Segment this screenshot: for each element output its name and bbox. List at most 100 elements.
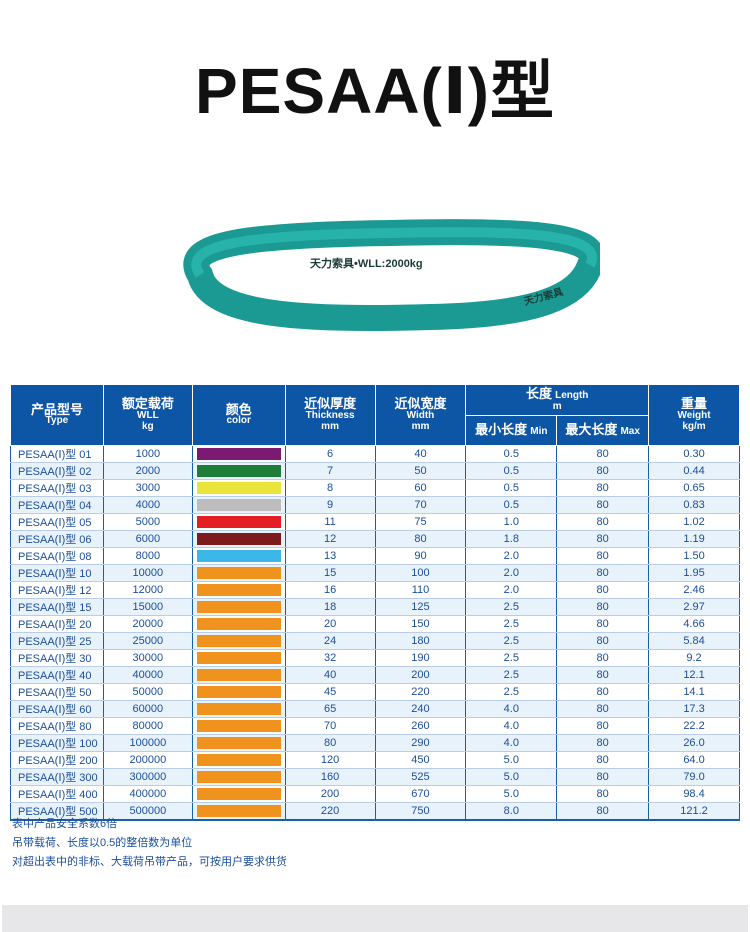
table-row: PESAA(Ⅰ)型 08 8000 13 90 2.0 80 1.50 <box>10 547 740 565</box>
table-row: PESAA(Ⅰ)型 500 500000 220 750 8.0 80 121.2 <box>10 802 740 821</box>
cell-thickness: 80 <box>284 734 376 752</box>
cell-min: 2.5 <box>465 683 558 701</box>
cell-width: 60 <box>374 479 467 497</box>
cell-max: 80 <box>556 683 650 701</box>
cell-min: 2.0 <box>465 564 558 582</box>
cell-weight: 79.0 <box>648 768 740 786</box>
cell-min: 4.0 <box>465 734 558 752</box>
cell-max: 80 <box>556 632 650 650</box>
cell-weight: 0.44 <box>648 462 740 480</box>
cell-weight: 14.1 <box>648 683 740 701</box>
cell-type: PESAA(Ⅰ)型 05 <box>10 513 104 531</box>
cell-wll: 6000 <box>102 530 193 548</box>
table-row: PESAA(Ⅰ)型 40 40000 40 200 2.5 80 12.1 <box>10 666 740 684</box>
cell-max: 80 <box>556 649 650 667</box>
cell-width: 80 <box>374 530 467 548</box>
table-row: PESAA(Ⅰ)型 06 6000 12 80 1.8 80 1.19 <box>10 530 740 548</box>
cell-width: 75 <box>374 513 467 531</box>
color-swatch <box>196 787 281 800</box>
cell-width: 290 <box>374 734 467 752</box>
cell-type: PESAA(Ⅰ)型 01 <box>10 445 104 463</box>
cell-wll: 15000 <box>102 598 193 616</box>
color-swatch <box>196 464 281 477</box>
cell-color <box>191 564 286 582</box>
cell-width: 200 <box>374 666 467 684</box>
color-swatch <box>196 549 281 562</box>
table-row: PESAA(Ⅰ)型 02 2000 7 50 0.5 80 0.44 <box>10 462 740 480</box>
cell-wll: 100000 <box>102 734 193 752</box>
color-swatch <box>196 532 281 545</box>
cell-thickness: 220 <box>284 802 376 821</box>
cell-min: 2.0 <box>465 547 558 565</box>
cell-thickness: 70 <box>284 717 376 735</box>
note: 表中产品安全系数6倍 <box>12 818 118 830</box>
cell-min: 4.0 <box>465 700 558 718</box>
header-min-length: 最小长度 Min <box>465 415 558 446</box>
cell-wll: 8000 <box>102 547 193 565</box>
color-swatch <box>196 634 281 647</box>
cell-type: PESAA(Ⅰ)型 06 <box>10 530 104 548</box>
cell-max: 80 <box>556 751 650 769</box>
table-row: PESAA(Ⅰ)型 05 5000 11 75 1.0 80 1.02 <box>10 513 740 531</box>
cell-wll: 200000 <box>102 751 193 769</box>
color-swatch <box>196 498 281 511</box>
color-swatch <box>196 447 281 460</box>
cell-max: 80 <box>556 666 650 684</box>
cell-min: 5.0 <box>465 785 558 803</box>
cell-weight: 2.97 <box>648 598 740 616</box>
cell-min: 2.5 <box>465 632 558 650</box>
cell-wll: 300000 <box>102 768 193 786</box>
cell-max: 80 <box>556 462 650 480</box>
cell-min: 0.5 <box>465 462 558 480</box>
cell-thickness: 11 <box>284 513 376 531</box>
header-width: 近似宽度 Width mm <box>374 385 467 446</box>
cell-thickness: 9 <box>284 496 376 514</box>
cell-wll: 50000 <box>102 683 193 701</box>
cell-wll: 5000 <box>102 513 193 531</box>
cell-thickness: 20 <box>284 615 376 633</box>
cell-thickness: 13 <box>284 547 376 565</box>
cell-width: 110 <box>374 581 467 599</box>
cell-type: PESAA(Ⅰ)型 12 <box>10 581 104 599</box>
cell-min: 2.5 <box>465 615 558 633</box>
header-weight: 重量 Weight kg/m <box>648 385 740 446</box>
cell-wll: 10000 <box>102 564 193 582</box>
cell-thickness: 18 <box>284 598 376 616</box>
cell-thickness: 24 <box>284 632 376 650</box>
color-swatch <box>196 804 281 817</box>
cell-weight: 26.0 <box>648 734 740 752</box>
color-swatch <box>196 736 281 749</box>
cell-weight: 12.1 <box>648 666 740 684</box>
cell-width: 190 <box>374 649 467 667</box>
table-row: PESAA(Ⅰ)型 80 80000 70 260 4.0 80 22.2 <box>10 717 740 735</box>
cell-color <box>191 581 286 599</box>
color-swatch <box>196 651 281 664</box>
cell-max: 80 <box>556 564 650 582</box>
table-row: PESAA(Ⅰ)型 200 200000 120 450 5.0 80 64.0 <box>10 751 740 769</box>
table-row: PESAA(Ⅰ)型 12 12000 16 110 2.0 80 2.46 <box>10 581 740 599</box>
cell-type: PESAA(Ⅰ)型 60 <box>10 700 104 718</box>
cell-wll: 1000 <box>102 445 193 463</box>
cell-wll: 80000 <box>102 717 193 735</box>
cell-type: PESAA(Ⅰ)型 15 <box>10 598 104 616</box>
cell-width: 260 <box>374 717 467 735</box>
cell-min: 2.5 <box>465 649 558 667</box>
table-row: PESAA(Ⅰ)型 01 1000 6 40 0.5 80 0.30 <box>10 445 740 463</box>
round-sling-image: 天力索具•WLL:2000kg 天力索具 <box>183 219 600 332</box>
cell-thickness: 7 <box>284 462 376 480</box>
cell-weight: 0.83 <box>648 496 740 514</box>
color-swatch <box>196 481 281 494</box>
cell-max: 80 <box>556 768 650 786</box>
color-swatch <box>196 685 281 698</box>
cell-width: 220 <box>374 683 467 701</box>
cell-color <box>191 479 286 497</box>
footer-bar <box>2 905 748 932</box>
cell-wll: 400000 <box>102 785 193 803</box>
cell-type: PESAA(Ⅰ)型 02 <box>10 462 104 480</box>
cell-weight: 98.4 <box>648 785 740 803</box>
cell-color <box>191 632 286 650</box>
cell-type: PESAA(Ⅰ)型 10 <box>10 564 104 582</box>
cell-color <box>191 649 286 667</box>
sling-label: 天力索具•WLL:2000kg <box>310 256 423 270</box>
cell-min: 0.5 <box>465 479 558 497</box>
